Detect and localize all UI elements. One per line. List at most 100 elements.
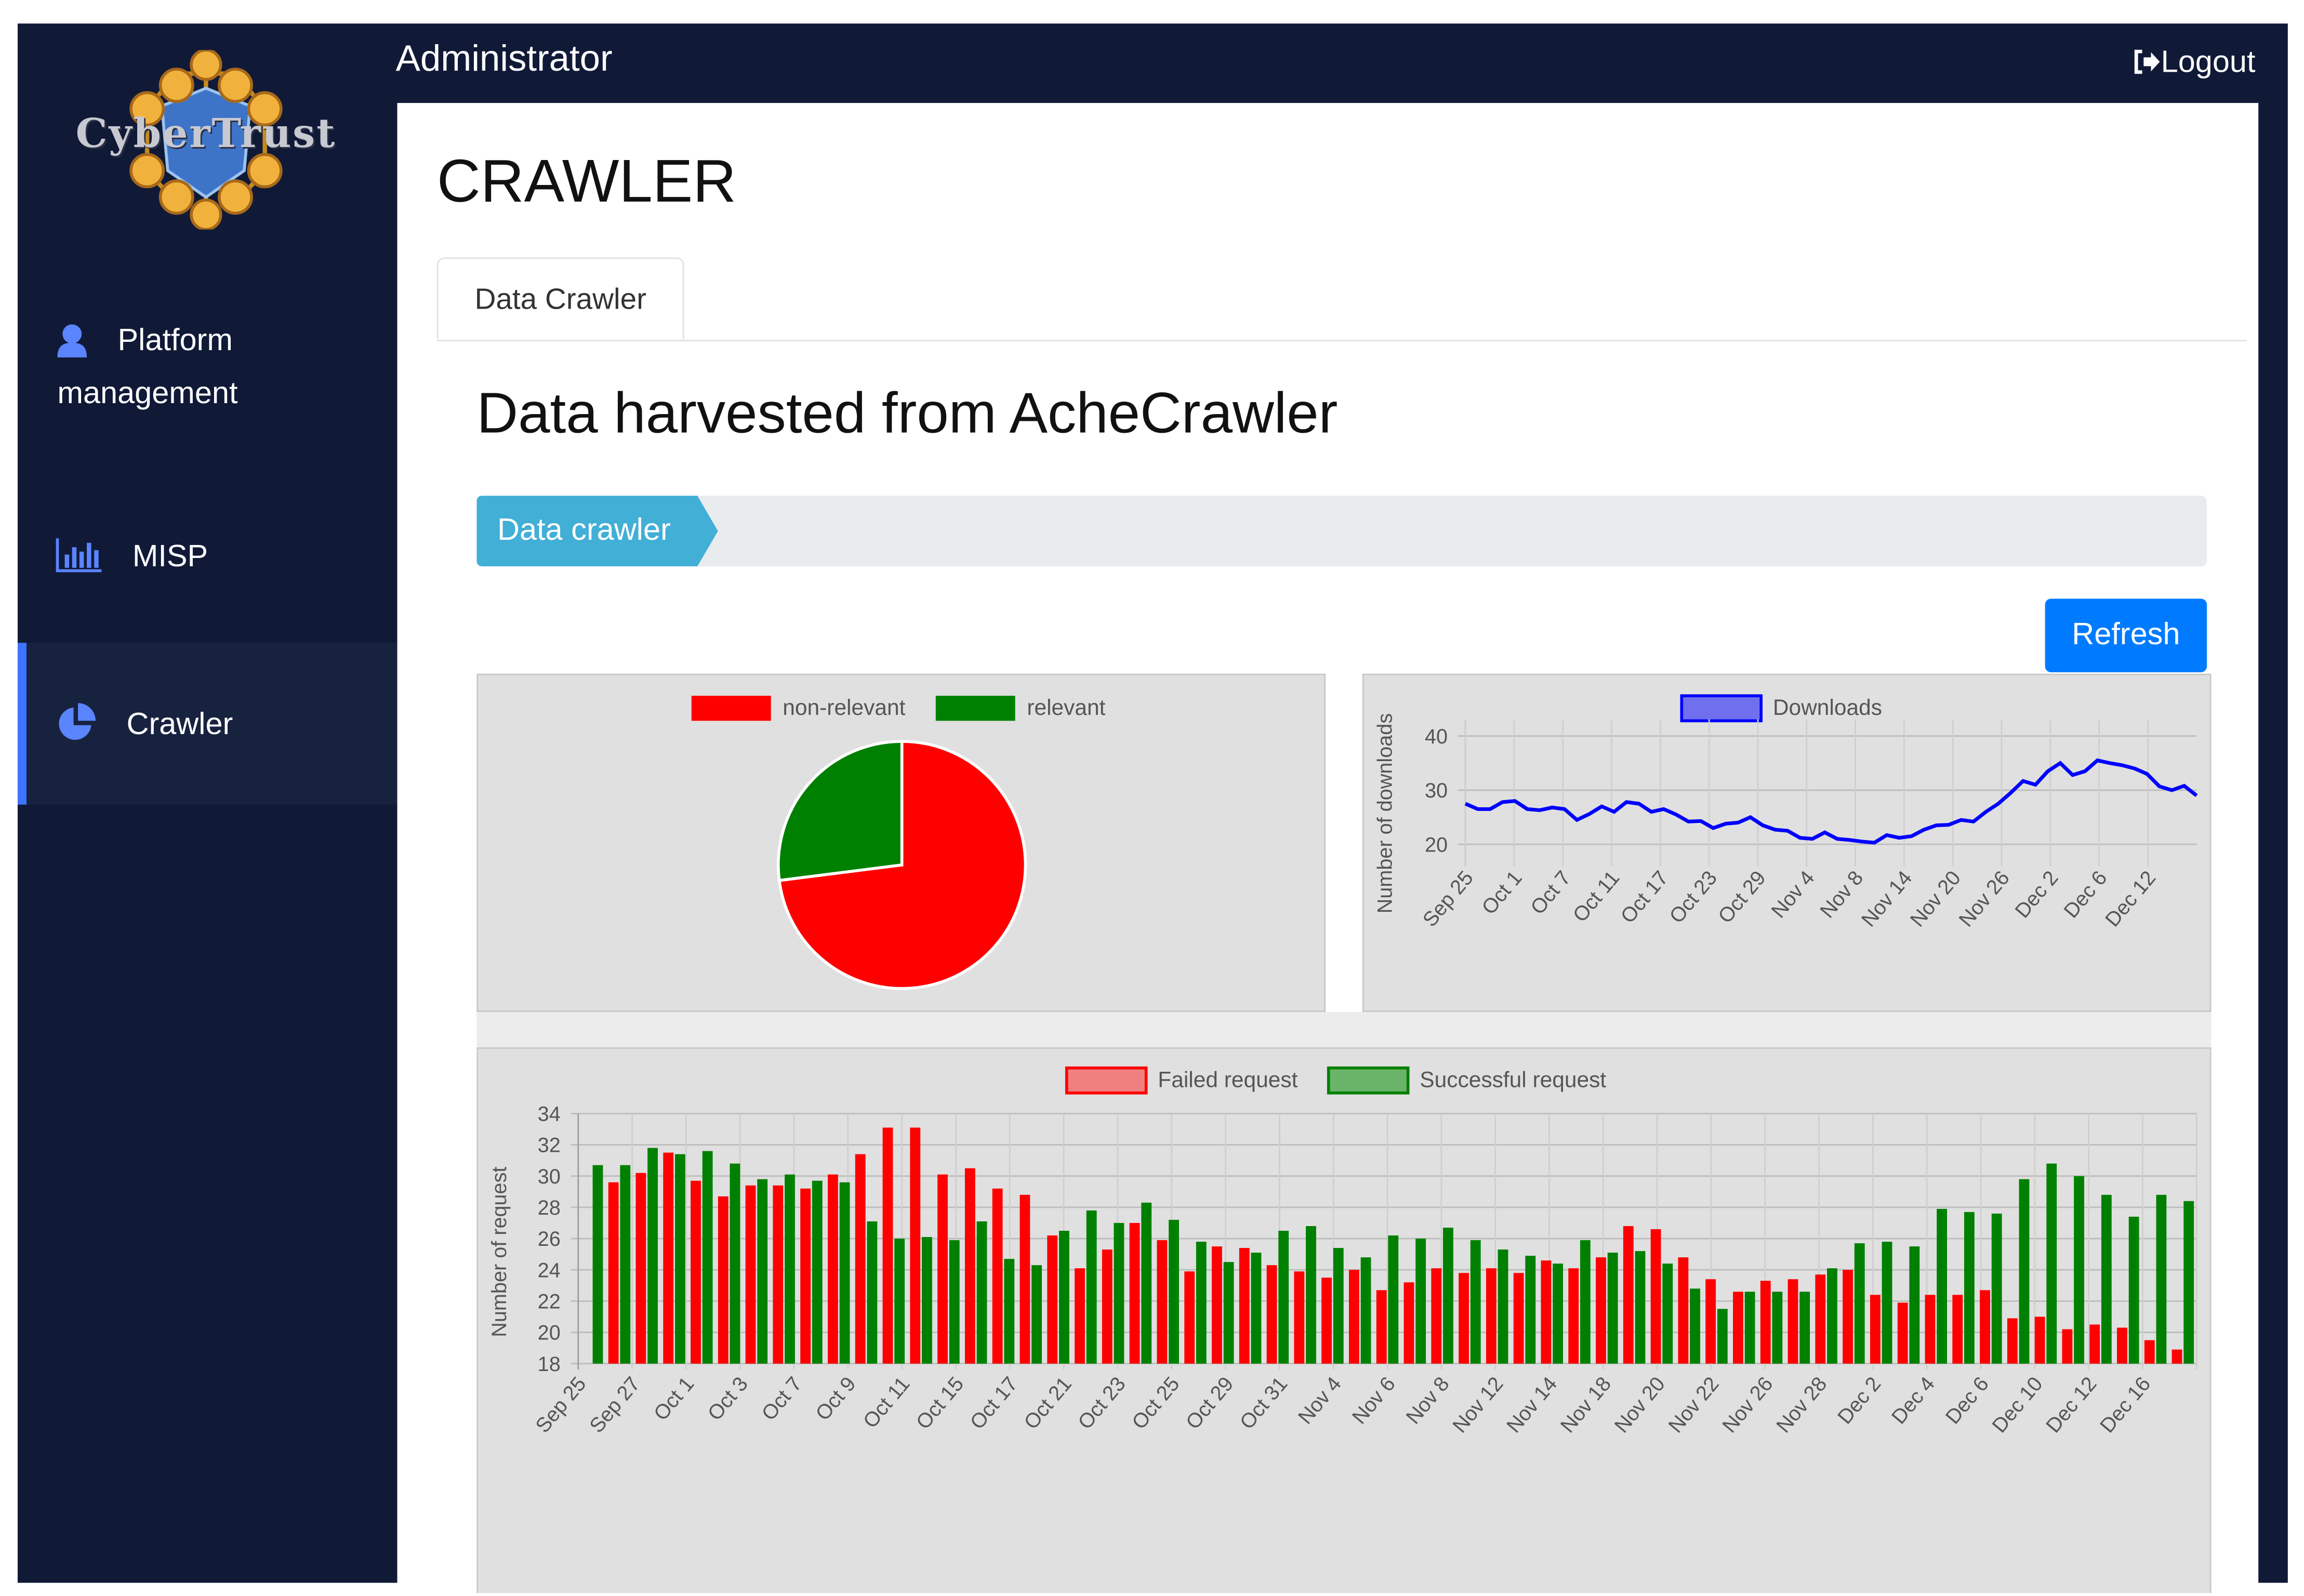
bar-failed[interactable] [1486, 1268, 1497, 1364]
bar-successful[interactable] [1251, 1253, 1262, 1364]
bar-failed[interactable] [1376, 1290, 1387, 1364]
bar-successful[interactable] [1937, 1208, 1948, 1364]
bar-failed[interactable] [855, 1154, 866, 1364]
bar-failed[interactable] [937, 1174, 948, 1364]
bar-failed[interactable] [1733, 1292, 1743, 1364]
bar-failed[interactable] [1129, 1222, 1140, 1364]
bar-failed[interactable] [1980, 1290, 1990, 1364]
bar-successful[interactable] [1031, 1265, 1042, 1364]
bar-failed[interactable] [1843, 1270, 1853, 1364]
bar-successful[interactable] [1662, 1264, 1673, 1364]
bar-successful[interactable] [1964, 1212, 1975, 1364]
bar-failed[interactable] [1102, 1249, 1113, 1364]
bar-failed[interactable] [1239, 1248, 1250, 1364]
bar-successful[interactable] [1470, 1240, 1481, 1364]
bar-successful[interactable] [2046, 1163, 2057, 1364]
bar-failed[interactable] [1431, 1268, 1442, 1364]
sidebar-item-platform-management[interactable]: Platform management [18, 294, 398, 456]
bar-failed[interactable] [1459, 1273, 1469, 1364]
bar-successful[interactable] [2128, 1216, 2139, 1364]
bar-failed[interactable] [1513, 1273, 1524, 1364]
bar-successful[interactable] [1882, 1242, 1892, 1364]
bar-failed[interactable] [1678, 1257, 1689, 1364]
breadcrumb-item-data-crawler[interactable]: Data crawler [497, 513, 671, 548]
bar-successful[interactable] [1333, 1248, 1344, 1364]
bar-failed[interactable] [1266, 1265, 1277, 1364]
bar-successful[interactable] [785, 1174, 795, 1364]
bar-failed[interactable] [2144, 1340, 2155, 1364]
bar-failed[interactable] [718, 1196, 729, 1364]
bar-successful[interactable] [592, 1165, 603, 1364]
bar-successful[interactable] [867, 1221, 878, 1364]
bar-successful[interactable] [812, 1180, 823, 1364]
bar-failed[interactable] [1787, 1279, 1798, 1364]
bar-failed[interactable] [1075, 1268, 1085, 1364]
bar-successful[interactable] [1744, 1292, 1755, 1364]
bar-successful[interactable] [1415, 1239, 1426, 1364]
bar-successful[interactable] [1525, 1256, 1536, 1364]
bar-successful[interactable] [1388, 1235, 1399, 1364]
bar-successful[interactable] [1635, 1251, 1646, 1364]
bar-failed[interactable] [2034, 1316, 2045, 1364]
logout-link[interactable]: Logout [2131, 46, 2256, 81]
bar-successful[interactable] [2156, 1194, 2167, 1364]
bar-failed[interactable] [1403, 1282, 1414, 1364]
bar-successful[interactable] [674, 1154, 685, 1364]
bar-successful[interactable] [1553, 1264, 1563, 1364]
bar-successful[interactable] [1360, 1257, 1371, 1364]
bar-successful[interactable] [647, 1148, 658, 1364]
bar-successful[interactable] [1854, 1243, 1865, 1364]
bar-successful[interactable] [894, 1239, 905, 1364]
bar-failed[interactable] [1019, 1194, 1030, 1364]
refresh-button[interactable]: Refresh [2045, 598, 2207, 672]
bar-failed[interactable] [773, 1185, 784, 1364]
bar-successful[interactable] [1306, 1226, 1316, 1364]
bar-failed[interactable] [2089, 1324, 2100, 1364]
bar-successful[interactable] [1580, 1240, 1591, 1364]
bar-failed[interactable] [663, 1152, 674, 1364]
bar-successful[interactable] [949, 1240, 960, 1364]
bar-failed[interactable] [1047, 1235, 1058, 1364]
bar-successful[interactable] [1799, 1292, 1810, 1364]
bar-successful[interactable] [1827, 1268, 1837, 1364]
bar-successful[interactable] [702, 1151, 713, 1364]
bar-successful[interactable] [730, 1163, 740, 1364]
downloads-series-line[interactable] [1464, 758, 2198, 845]
bar-successful[interactable] [2074, 1176, 2084, 1364]
bar-failed[interactable] [800, 1188, 811, 1364]
bar-failed[interactable] [2171, 1349, 2182, 1364]
bar-failed[interactable] [1568, 1268, 1579, 1364]
sidebar-item-misp[interactable]: MISP [18, 508, 398, 610]
bar-successful[interactable] [1004, 1259, 1015, 1364]
bar-failed[interactable] [1184, 1271, 1195, 1364]
bar-successful[interactable] [1223, 1262, 1234, 1364]
bar-successful[interactable] [1058, 1230, 1069, 1364]
bar-failed[interactable] [2117, 1327, 2127, 1364]
bar-successful[interactable] [757, 1179, 768, 1364]
bar-successful[interactable] [2019, 1179, 2030, 1364]
bar-successful[interactable] [922, 1237, 932, 1364]
bar-failed[interactable] [1348, 1270, 1359, 1364]
bar-successful[interactable] [1690, 1288, 1700, 1364]
bar-failed[interactable] [827, 1174, 838, 1364]
bar-successful[interactable] [1196, 1242, 1207, 1364]
bar-failed[interactable] [1925, 1295, 1936, 1364]
bar-failed[interactable] [1870, 1295, 1881, 1364]
bar-failed[interactable] [1952, 1295, 1963, 1364]
bar-successful[interactable] [1114, 1222, 1124, 1364]
bar-successful[interactable] [2101, 1194, 2112, 1364]
bar-failed[interactable] [882, 1127, 893, 1364]
bar-successful[interactable] [1086, 1210, 1097, 1364]
bar-failed[interactable] [1294, 1271, 1305, 1364]
bar-failed[interactable] [1157, 1240, 1168, 1364]
bar-failed[interactable] [1541, 1260, 1552, 1364]
bar-successful[interactable] [839, 1182, 850, 1364]
bar-failed[interactable] [1897, 1302, 1908, 1364]
bar-failed[interactable] [608, 1182, 619, 1364]
bar-successful[interactable] [1717, 1309, 1728, 1364]
pie-slice-relevant[interactable] [777, 740, 904, 882]
bar-successful[interactable] [1141, 1202, 1152, 1364]
bar-failed[interactable] [745, 1185, 756, 1364]
sidebar-item-crawler[interactable]: Crawler [17, 643, 406, 805]
bar-successful[interactable] [1772, 1292, 1783, 1364]
